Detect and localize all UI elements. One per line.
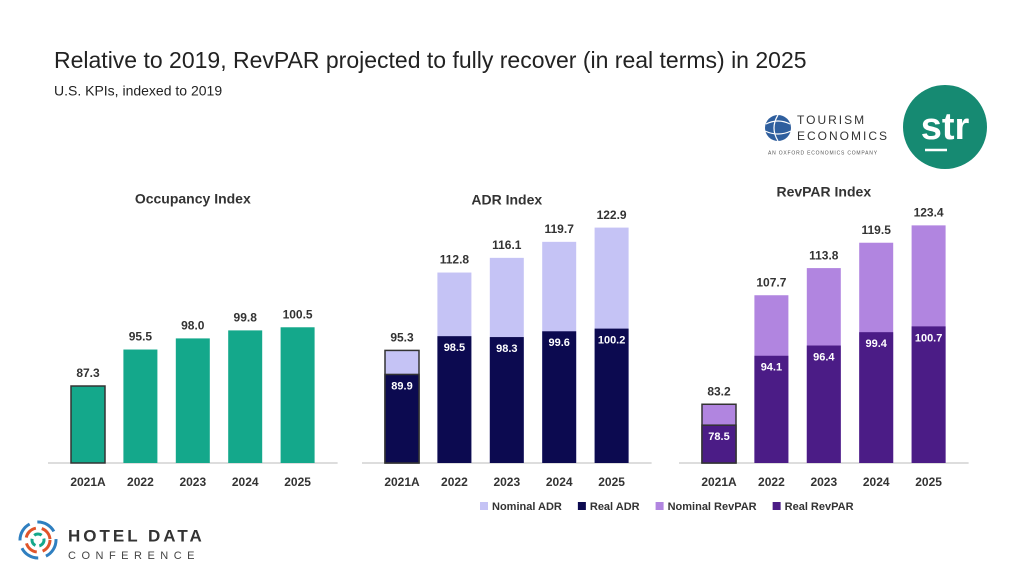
- bar: [911, 326, 946, 463]
- slide-title: Relative to 2019, RevPAR projected to fu…: [54, 47, 807, 73]
- globe-lines: [764, 114, 792, 142]
- x-tick-label: 2025: [598, 475, 625, 489]
- str-circle: [903, 85, 987, 169]
- value-label: 95.3: [390, 331, 414, 345]
- value-label: 98.3: [496, 343, 517, 355]
- x-tick-label: 2024: [863, 475, 890, 489]
- value-label: 95.5: [129, 330, 153, 344]
- x-tick-label: 2023: [810, 475, 837, 489]
- hdc-ring: [24, 526, 52, 554]
- bar: [859, 332, 894, 463]
- legend-label: Real ADR: [590, 501, 640, 513]
- x-tick-label: 2021A: [701, 475, 737, 489]
- value-label: 87.3: [76, 366, 100, 380]
- x-tick-label: 2025: [284, 475, 311, 489]
- value-label: 107.7: [756, 275, 786, 289]
- value-label: 99.6: [548, 337, 569, 349]
- x-tick-label: 2022: [127, 475, 154, 489]
- value-label: 99.4: [865, 338, 887, 350]
- value-label: 100.7: [915, 332, 943, 344]
- hdc-text: HOTEL DATA: [68, 526, 205, 545]
- value-label: 78.5: [708, 431, 729, 443]
- legend-swatch: [480, 502, 488, 510]
- chart-title: Occupancy Index: [135, 191, 251, 207]
- bar: [175, 338, 210, 463]
- value-label: 98.5: [444, 342, 465, 354]
- value-label: 89.9: [391, 380, 412, 392]
- bar: [489, 337, 524, 463]
- x-tick-label: 2024: [546, 475, 573, 489]
- bar: [806, 345, 841, 463]
- legend-swatch: [577, 502, 586, 510]
- chart-title: RevPAR Index: [776, 184, 871, 200]
- globe-icon: [765, 115, 791, 141]
- logo-text: ECONOMICS: [797, 129, 889, 143]
- legend-swatch: [655, 502, 664, 510]
- legend-swatch: [772, 502, 781, 510]
- bar: [384, 373, 420, 464]
- value-label: 112.8: [440, 253, 470, 267]
- value-label: 100.2: [598, 335, 626, 347]
- bar: [280, 327, 315, 463]
- value-label: 94.1: [761, 362, 782, 374]
- bar: [542, 331, 577, 463]
- hdc-logo: HOTEL DATA CONFERENCE: [18, 520, 205, 562]
- value-label: 100.5: [283, 307, 313, 321]
- value-label: 122.9: [597, 208, 627, 222]
- tourism-economics-logo: TOURISM ECONOMICS AN OXFORD ECONOMICS CO…: [764, 113, 889, 156]
- str-text: str: [921, 106, 970, 148]
- x-tick-label: 2021A: [384, 475, 420, 489]
- hdc-text: CONFERENCE: [68, 550, 200, 562]
- x-tick-label: 2023: [179, 475, 206, 489]
- value-label: 98.0: [181, 319, 205, 333]
- legend-label: Nominal RevPAR: [668, 501, 757, 513]
- x-tick-label: 2022: [441, 475, 468, 489]
- x-tick-label: 2024: [232, 475, 259, 489]
- legend-label: Nominal ADR: [492, 501, 562, 513]
- value-label: 113.8: [809, 248, 839, 262]
- str-logo: str: [903, 85, 987, 169]
- bar: [594, 328, 629, 463]
- legend-label: Real RevPAR: [785, 501, 854, 513]
- value-label: 83.2: [707, 384, 731, 398]
- x-tick-label: 2021A: [70, 475, 106, 489]
- logo-tagline: AN OXFORD ECONOMICS COMPANY: [768, 150, 878, 156]
- value-label: 99.8: [234, 311, 258, 325]
- value-label: 119.5: [862, 223, 892, 237]
- value-label: 116.1: [492, 238, 522, 252]
- x-tick-label: 2023: [493, 475, 520, 489]
- bar: [754, 355, 789, 463]
- bar: [228, 330, 263, 463]
- hdc-ring: [18, 520, 58, 560]
- x-tick-label: 2025: [915, 475, 942, 489]
- bar: [70, 385, 106, 464]
- slide-subtitle: U.S. KPIs, indexed to 2019: [54, 83, 222, 99]
- value-label: 123.4: [914, 206, 944, 220]
- x-tick-label: 2022: [758, 475, 785, 489]
- value-label: 119.7: [545, 222, 575, 236]
- bar: [701, 424, 737, 464]
- hdc-ring: [30, 532, 46, 548]
- value-label: 96.4: [813, 351, 835, 363]
- bar: [437, 336, 472, 463]
- chart-title: ADR Index: [471, 192, 542, 208]
- logo-text: TOURISM: [797, 113, 866, 127]
- bar: [123, 349, 158, 463]
